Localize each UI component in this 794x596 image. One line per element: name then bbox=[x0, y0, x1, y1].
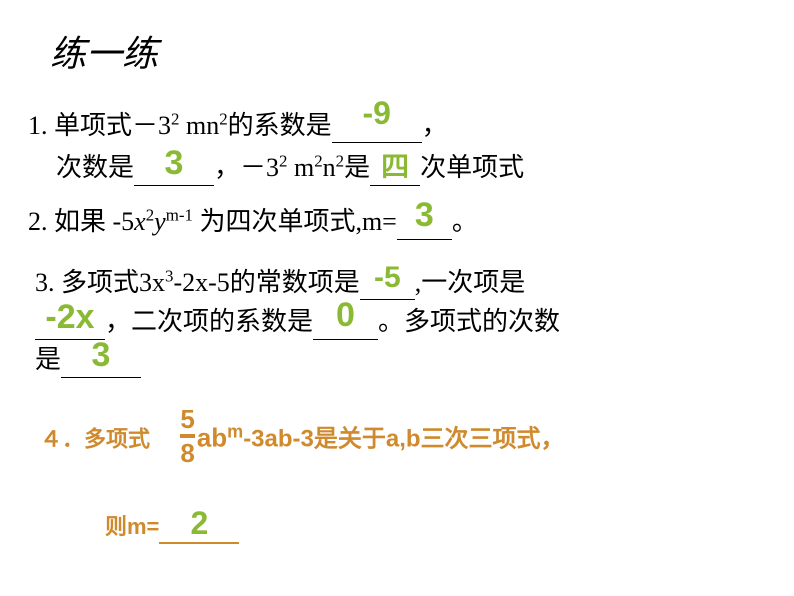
q3-blank1: -5 bbox=[360, 265, 415, 300]
q4-prefix: ４．多项式 bbox=[40, 426, 150, 451]
q4-line2: 则m= 2 bbox=[105, 505, 239, 544]
q4-text3: 则m= bbox=[105, 514, 159, 539]
q1-text2: ， bbox=[422, 111, 448, 140]
q3-blank4: 3 bbox=[61, 338, 141, 378]
q1-text6: n bbox=[323, 153, 336, 182]
q3-ans2: -2x bbox=[45, 298, 94, 336]
q1-ans1: -9 bbox=[362, 95, 390, 131]
q1-text3: 次数是 bbox=[56, 153, 134, 182]
q1-exp4: 2 bbox=[314, 151, 322, 170]
q1-mid1: mn bbox=[179, 111, 219, 140]
q3-ans1: -5 bbox=[374, 261, 401, 294]
q3-ans3: 0 bbox=[336, 296, 355, 334]
q2-exp2: m-1 bbox=[166, 205, 193, 224]
q2-text2: 。 bbox=[452, 207, 478, 236]
q2-blank1: 3 bbox=[397, 200, 452, 240]
q4-frac-den: 8 bbox=[180, 440, 194, 466]
q2-prefix: 2. 如果 -5 bbox=[28, 207, 134, 236]
q1-text4: ，－3 bbox=[214, 153, 279, 182]
q1-exp2: 2 bbox=[219, 109, 227, 128]
q1-ans3: 四 bbox=[381, 152, 409, 183]
q4-blank1: 2 bbox=[159, 505, 239, 544]
q1-prefix: 1. 单项式－3 bbox=[28, 111, 171, 140]
q2-x: x bbox=[134, 207, 146, 236]
q1-text8: 次单项式 bbox=[420, 153, 524, 182]
q3-text1: -2x-5的常数项是 bbox=[173, 268, 359, 297]
q1-text1: 的系数是 bbox=[228, 111, 332, 140]
q4-frac-num: 5 bbox=[180, 406, 194, 432]
q2-line: 2. 如果 -5x2ym-1 为四次单项式,m=3。 bbox=[28, 200, 478, 240]
q3-text2: ,一次项是 bbox=[415, 268, 526, 297]
q2-exp1: 2 bbox=[146, 205, 154, 224]
q3-prefix: 3. 多项式3x bbox=[35, 268, 165, 297]
q4-exp1: m bbox=[227, 421, 243, 441]
q1-text5: m bbox=[287, 153, 314, 182]
q2-ans1: 3 bbox=[415, 196, 434, 234]
q1-line1: 1. 单项式－32 mn2的系数是-9， bbox=[28, 105, 448, 143]
q3-text5: 是 bbox=[35, 345, 61, 374]
q3-line3: 是3 bbox=[35, 338, 141, 378]
q1-text7: 是 bbox=[344, 153, 370, 182]
q1-blank1: -9 bbox=[332, 105, 422, 143]
q1-exp5: 2 bbox=[336, 151, 344, 170]
q1-blank2: 3 bbox=[134, 146, 214, 186]
q2-y: y bbox=[154, 207, 166, 236]
q1-line2: 次数是3，－32 m2n2是四次单项式 bbox=[56, 145, 524, 186]
q1-ans2: 3 bbox=[165, 144, 184, 182]
q3-line2: -2x ，二次项的系数是0。多项式的次数 bbox=[35, 300, 560, 340]
q3-blank2: -2x bbox=[35, 300, 105, 340]
q3-blank3: 0 bbox=[313, 300, 378, 340]
q4-text2: -3ab-3是关于a,b三次三项式， bbox=[243, 425, 564, 452]
page-title: 练一练 bbox=[50, 25, 158, 77]
q2-text1: 为四次单项式,m= bbox=[193, 207, 397, 236]
q1-blank3: 四 bbox=[370, 145, 420, 186]
q4-text1: ab bbox=[197, 422, 227, 452]
q3-line1: 3. 多项式3x3-2x-5的常数项是-5,一次项是 bbox=[35, 262, 525, 300]
q3-ans4: 3 bbox=[92, 336, 111, 374]
q4-ans1: 2 bbox=[191, 505, 209, 541]
q3-text4: 。多项式的次数 bbox=[378, 307, 560, 336]
q4-line1: ４．多项式 5 8 abm-3ab-3是关于a,b三次三项式， bbox=[40, 410, 565, 470]
q4-fraction: 5 8 bbox=[180, 406, 194, 466]
q3-text3: ，二次项的系数是 bbox=[105, 307, 313, 336]
